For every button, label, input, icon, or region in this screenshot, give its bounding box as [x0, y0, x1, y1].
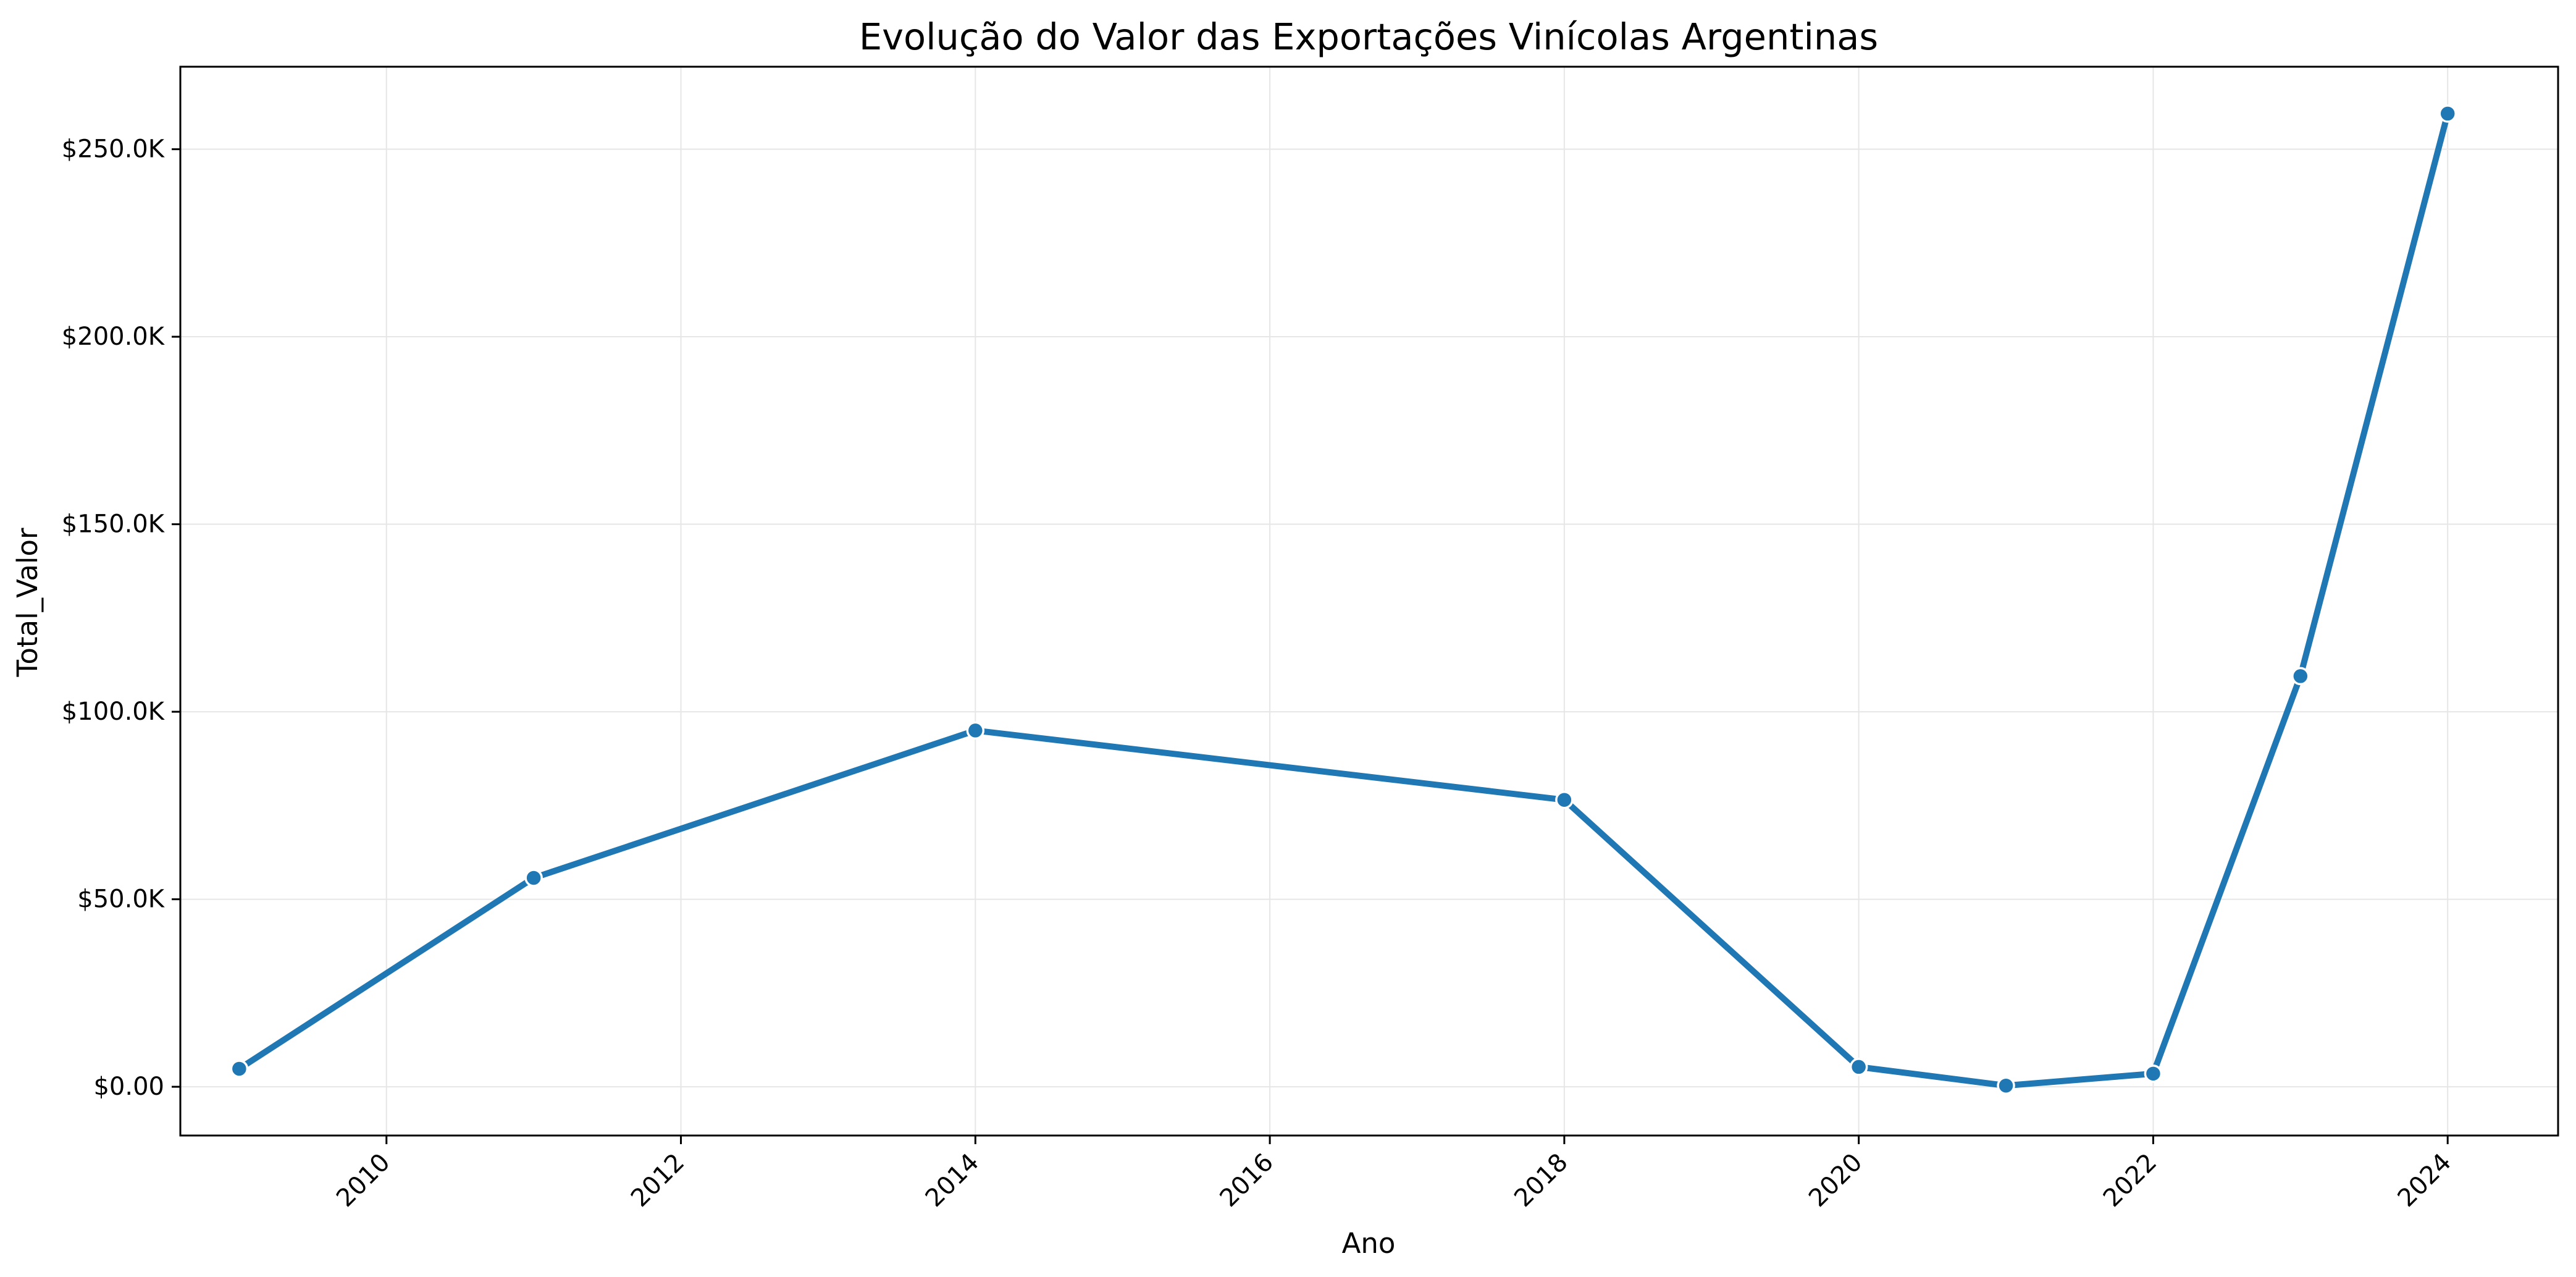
grid-layer: [180, 67, 2558, 1136]
x-tick-label: 2016: [1214, 1148, 1279, 1213]
x-tick-label: 2024: [2393, 1148, 2457, 1213]
y-tick-label: $150.0K: [62, 510, 166, 539]
y-axis-label: Total_Valor: [11, 528, 44, 677]
data-point: [2144, 1064, 2163, 1083]
chart-title: Evolução do Valor das Exportações Viníco…: [859, 15, 1878, 58]
x-tick-label: 2022: [2098, 1148, 2163, 1213]
x-axis: 2010 2012 2014 2016 2018 2020 2022 2024: [331, 1136, 2457, 1213]
y-tick-label: $50.0K: [77, 885, 166, 914]
data-point: [1849, 1058, 1868, 1076]
series-line: [236, 110, 2451, 1089]
y-tick-label: $250.0K: [62, 135, 166, 164]
data-point: [1997, 1076, 2015, 1095]
y-axis: $0.00 $50.0K $100.0K $150.0K $200.0K $250.0K: [62, 135, 180, 1101]
series-layer: [230, 104, 2457, 1095]
x-tick-label: 2010: [331, 1148, 396, 1213]
x-tick-label: 2014: [920, 1148, 985, 1213]
data-point: [2291, 667, 2310, 686]
data-point: [966, 721, 985, 740]
data-point: [230, 1060, 249, 1078]
y-tick-label: $0.00: [93, 1073, 164, 1101]
y-tick-label: $100.0K: [62, 698, 166, 726]
x-tick-label: 2018: [1509, 1148, 1574, 1213]
data-point: [1555, 790, 1574, 809]
data-point: [2438, 104, 2457, 123]
y-tick-label: $200.0K: [62, 322, 166, 351]
data-point: [524, 869, 543, 887]
x-tick-label: 2012: [626, 1148, 690, 1213]
plot-frame: [179, 65, 2559, 1137]
x-axis-label: Ano: [1342, 1227, 1396, 1260]
x-tick-label: 2020: [1803, 1148, 1868, 1213]
